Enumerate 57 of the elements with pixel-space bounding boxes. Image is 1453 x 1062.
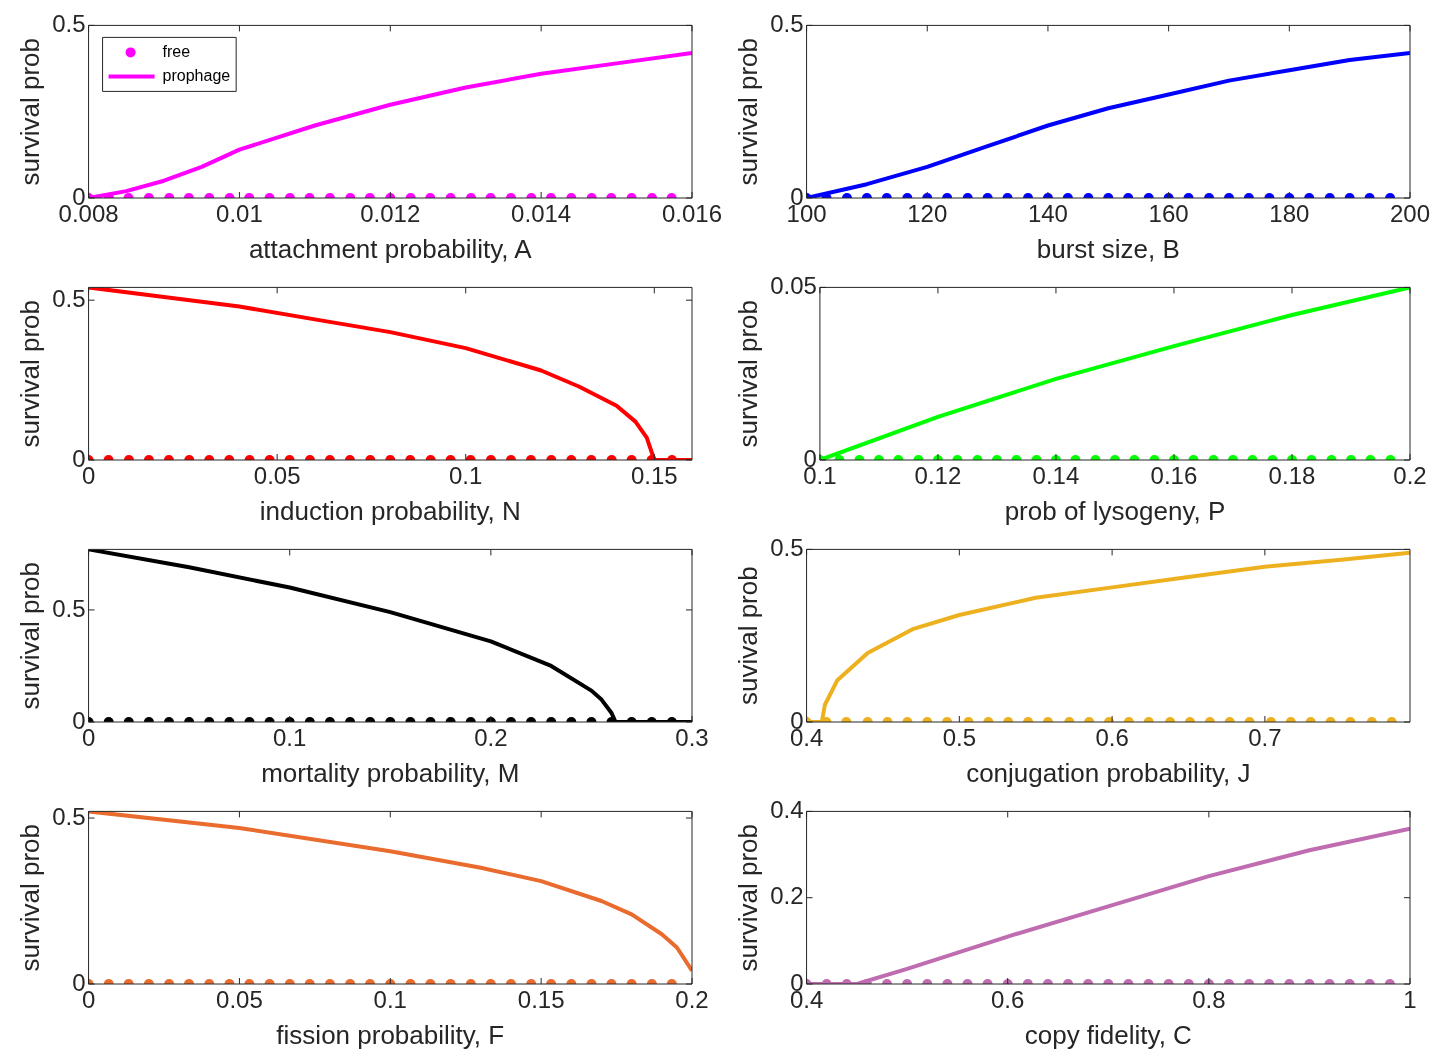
x-tick-label: 0.7	[1248, 724, 1282, 752]
x-tick-label: 0.12	[914, 462, 962, 490]
y-axis-title: survival prob	[14, 562, 45, 710]
y-axis-title: survival prob	[14, 38, 45, 186]
x-tick-label: 0.5	[942, 724, 977, 752]
y-axis-title: survival prob	[732, 38, 763, 186]
x-tick-label: 200	[1389, 200, 1431, 228]
x-tick-label: 0.18	[1268, 462, 1316, 490]
x-tick-label: 0.3	[675, 724, 709, 752]
x-tick-label: 0.05	[216, 986, 263, 1014]
x-tick-label: 180	[1269, 200, 1310, 228]
x-tick-label: 1	[1403, 986, 1417, 1014]
x-tick-label: 0.6	[1095, 724, 1129, 752]
x-tick-label: 0.6	[991, 986, 1025, 1014]
x-tick-label: 0.014	[511, 200, 572, 228]
x-tick-label: 0.8	[1192, 986, 1226, 1014]
legend-label: prophage	[162, 66, 231, 84]
y-axis-title: survival prob	[14, 824, 45, 972]
y-tick-label: 0.5	[770, 534, 804, 562]
x-tick-label: 0.05	[253, 462, 301, 490]
x-tick-label: 0.2	[1393, 462, 1427, 490]
x-axis-title: copy fidelity, C	[1024, 1019, 1192, 1050]
y-tick-label: 0.5	[52, 10, 86, 38]
x-tick-label: 0.1	[373, 986, 407, 1014]
x-tick-label: 120	[907, 200, 948, 228]
legend-label: free	[162, 42, 191, 60]
x-tick-label: 0.1	[273, 724, 307, 752]
y-tick-label: 0.05	[770, 272, 817, 300]
x-tick-label: 0.15	[630, 462, 678, 490]
x-axis-title: burst size, B	[1036, 233, 1180, 264]
y-axis-title: survival prob	[732, 824, 763, 972]
y-tick-label: 0.4	[770, 796, 804, 824]
y-tick-label: 0.5	[52, 284, 86, 312]
y-tick-label: 0.5	[770, 10, 804, 38]
x-tick-label: 0.16	[1150, 462, 1198, 490]
x-axis-title: conjugation probability, J	[966, 757, 1251, 788]
x-axis-title: fission probability, F	[276, 1019, 505, 1050]
y-axis-title: survival prob	[14, 300, 45, 448]
x-tick-label: 0.2	[675, 986, 709, 1014]
x-tick-label: 0.1	[449, 462, 483, 490]
x-tick-label: 0.2	[474, 724, 508, 752]
x-tick-label: 0.01	[216, 200, 263, 228]
x-tick-label: 160	[1148, 200, 1189, 228]
y-axis-title: survival prob	[732, 300, 763, 448]
x-tick-label: 0.15	[517, 986, 565, 1014]
x-axis-title: induction probability, N	[259, 495, 521, 526]
x-tick-label: 0.016	[661, 200, 723, 228]
x-tick-label: 140	[1027, 200, 1068, 228]
x-axis-title: mortality probability, M	[261, 757, 520, 788]
y-axis-title: suvival prob	[732, 566, 763, 706]
x-axis-title: attachment probability, A	[248, 233, 533, 264]
x-axis-title: prob of lysogeny, P	[1004, 495, 1226, 526]
y-tick-label: 0.2	[770, 882, 804, 910]
y-tick-label: 0.5	[52, 802, 86, 830]
y-tick-label: 0.5	[52, 594, 86, 622]
x-tick-label: 0.14	[1032, 462, 1080, 490]
x-tick-label: 0.012	[360, 200, 421, 228]
